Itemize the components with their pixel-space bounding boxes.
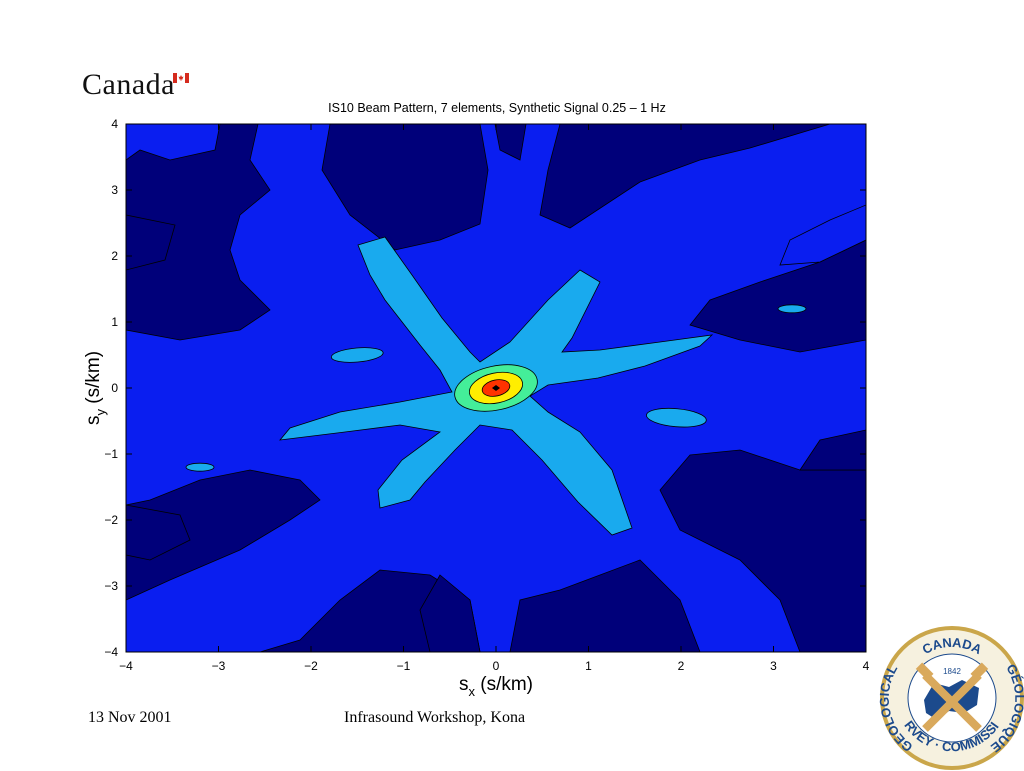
contour-level-3-island bbox=[777, 304, 807, 314]
contour-level-3-island bbox=[330, 347, 384, 363]
canada-flag-icon bbox=[173, 73, 189, 83]
footer-date: 13 Nov 2001 bbox=[88, 709, 172, 726]
beam-peak-marker bbox=[492, 385, 500, 391]
x-tick-label: 0 bbox=[493, 659, 500, 673]
y-axis-label: sy (s/km) bbox=[83, 351, 108, 425]
x-tick-label: −4 bbox=[119, 659, 133, 673]
contour-level-3-island bbox=[185, 462, 215, 472]
contour-level-1-region bbox=[126, 214, 176, 271]
x-tick-label: 1 bbox=[585, 659, 592, 673]
contour-plot-area bbox=[126, 124, 866, 652]
y-tick-label: −4 bbox=[104, 645, 118, 659]
crossed-hammers-icon bbox=[915, 662, 989, 732]
y-tick-label: 2 bbox=[111, 249, 118, 263]
y-tick-label: 0 bbox=[111, 381, 118, 395]
x-axis-label: sx (s/km) bbox=[459, 674, 533, 699]
geological-survey-seal: CANADA 1842 GEOLOGICAL GÉOLOGIQUE SURVEY… bbox=[879, 625, 1024, 770]
x-tick-label: 3 bbox=[770, 659, 777, 673]
contour-level-1-region bbox=[494, 124, 527, 161]
y-tick-label: −2 bbox=[104, 513, 118, 527]
contour-level-1-region bbox=[419, 574, 481, 652]
chart-title: IS10 Beam Pattern, 7 elements, Synthetic… bbox=[328, 101, 666, 115]
contour-level-1-region bbox=[126, 504, 191, 561]
x-axis: −4 −3 −2 −1 0 1 2 3 4 bbox=[119, 124, 870, 673]
seal-top-text: CANADA bbox=[920, 635, 985, 658]
y-tick-label: 1 bbox=[111, 315, 118, 329]
footer-event: Infrasound Workshop, Kona bbox=[344, 709, 526, 726]
seal-year: 1842 bbox=[943, 667, 961, 676]
y-tick-label: −3 bbox=[104, 579, 118, 593]
contour-level-1-region bbox=[799, 429, 866, 471]
x-tick-label: −1 bbox=[397, 659, 411, 673]
contour-level-3-island bbox=[646, 407, 707, 428]
y-axis: 4 3 2 1 0 −1 −2 −3 −4 bbox=[104, 117, 866, 659]
y-tick-label: −1 bbox=[104, 447, 118, 461]
svg-text:CANADA: CANADA bbox=[920, 635, 985, 658]
contour-level-2-region bbox=[779, 204, 866, 266]
x-tick-label: 4 bbox=[863, 659, 870, 673]
y-tick-label: 4 bbox=[111, 117, 118, 131]
x-tick-label: 2 bbox=[678, 659, 685, 673]
x-tick-label: −2 bbox=[304, 659, 318, 673]
contour-level-2-region bbox=[126, 124, 221, 161]
x-tick-label: −3 bbox=[212, 659, 226, 673]
y-tick-label: 3 bbox=[111, 183, 118, 197]
canada-wordmark: Canada bbox=[82, 68, 175, 101]
